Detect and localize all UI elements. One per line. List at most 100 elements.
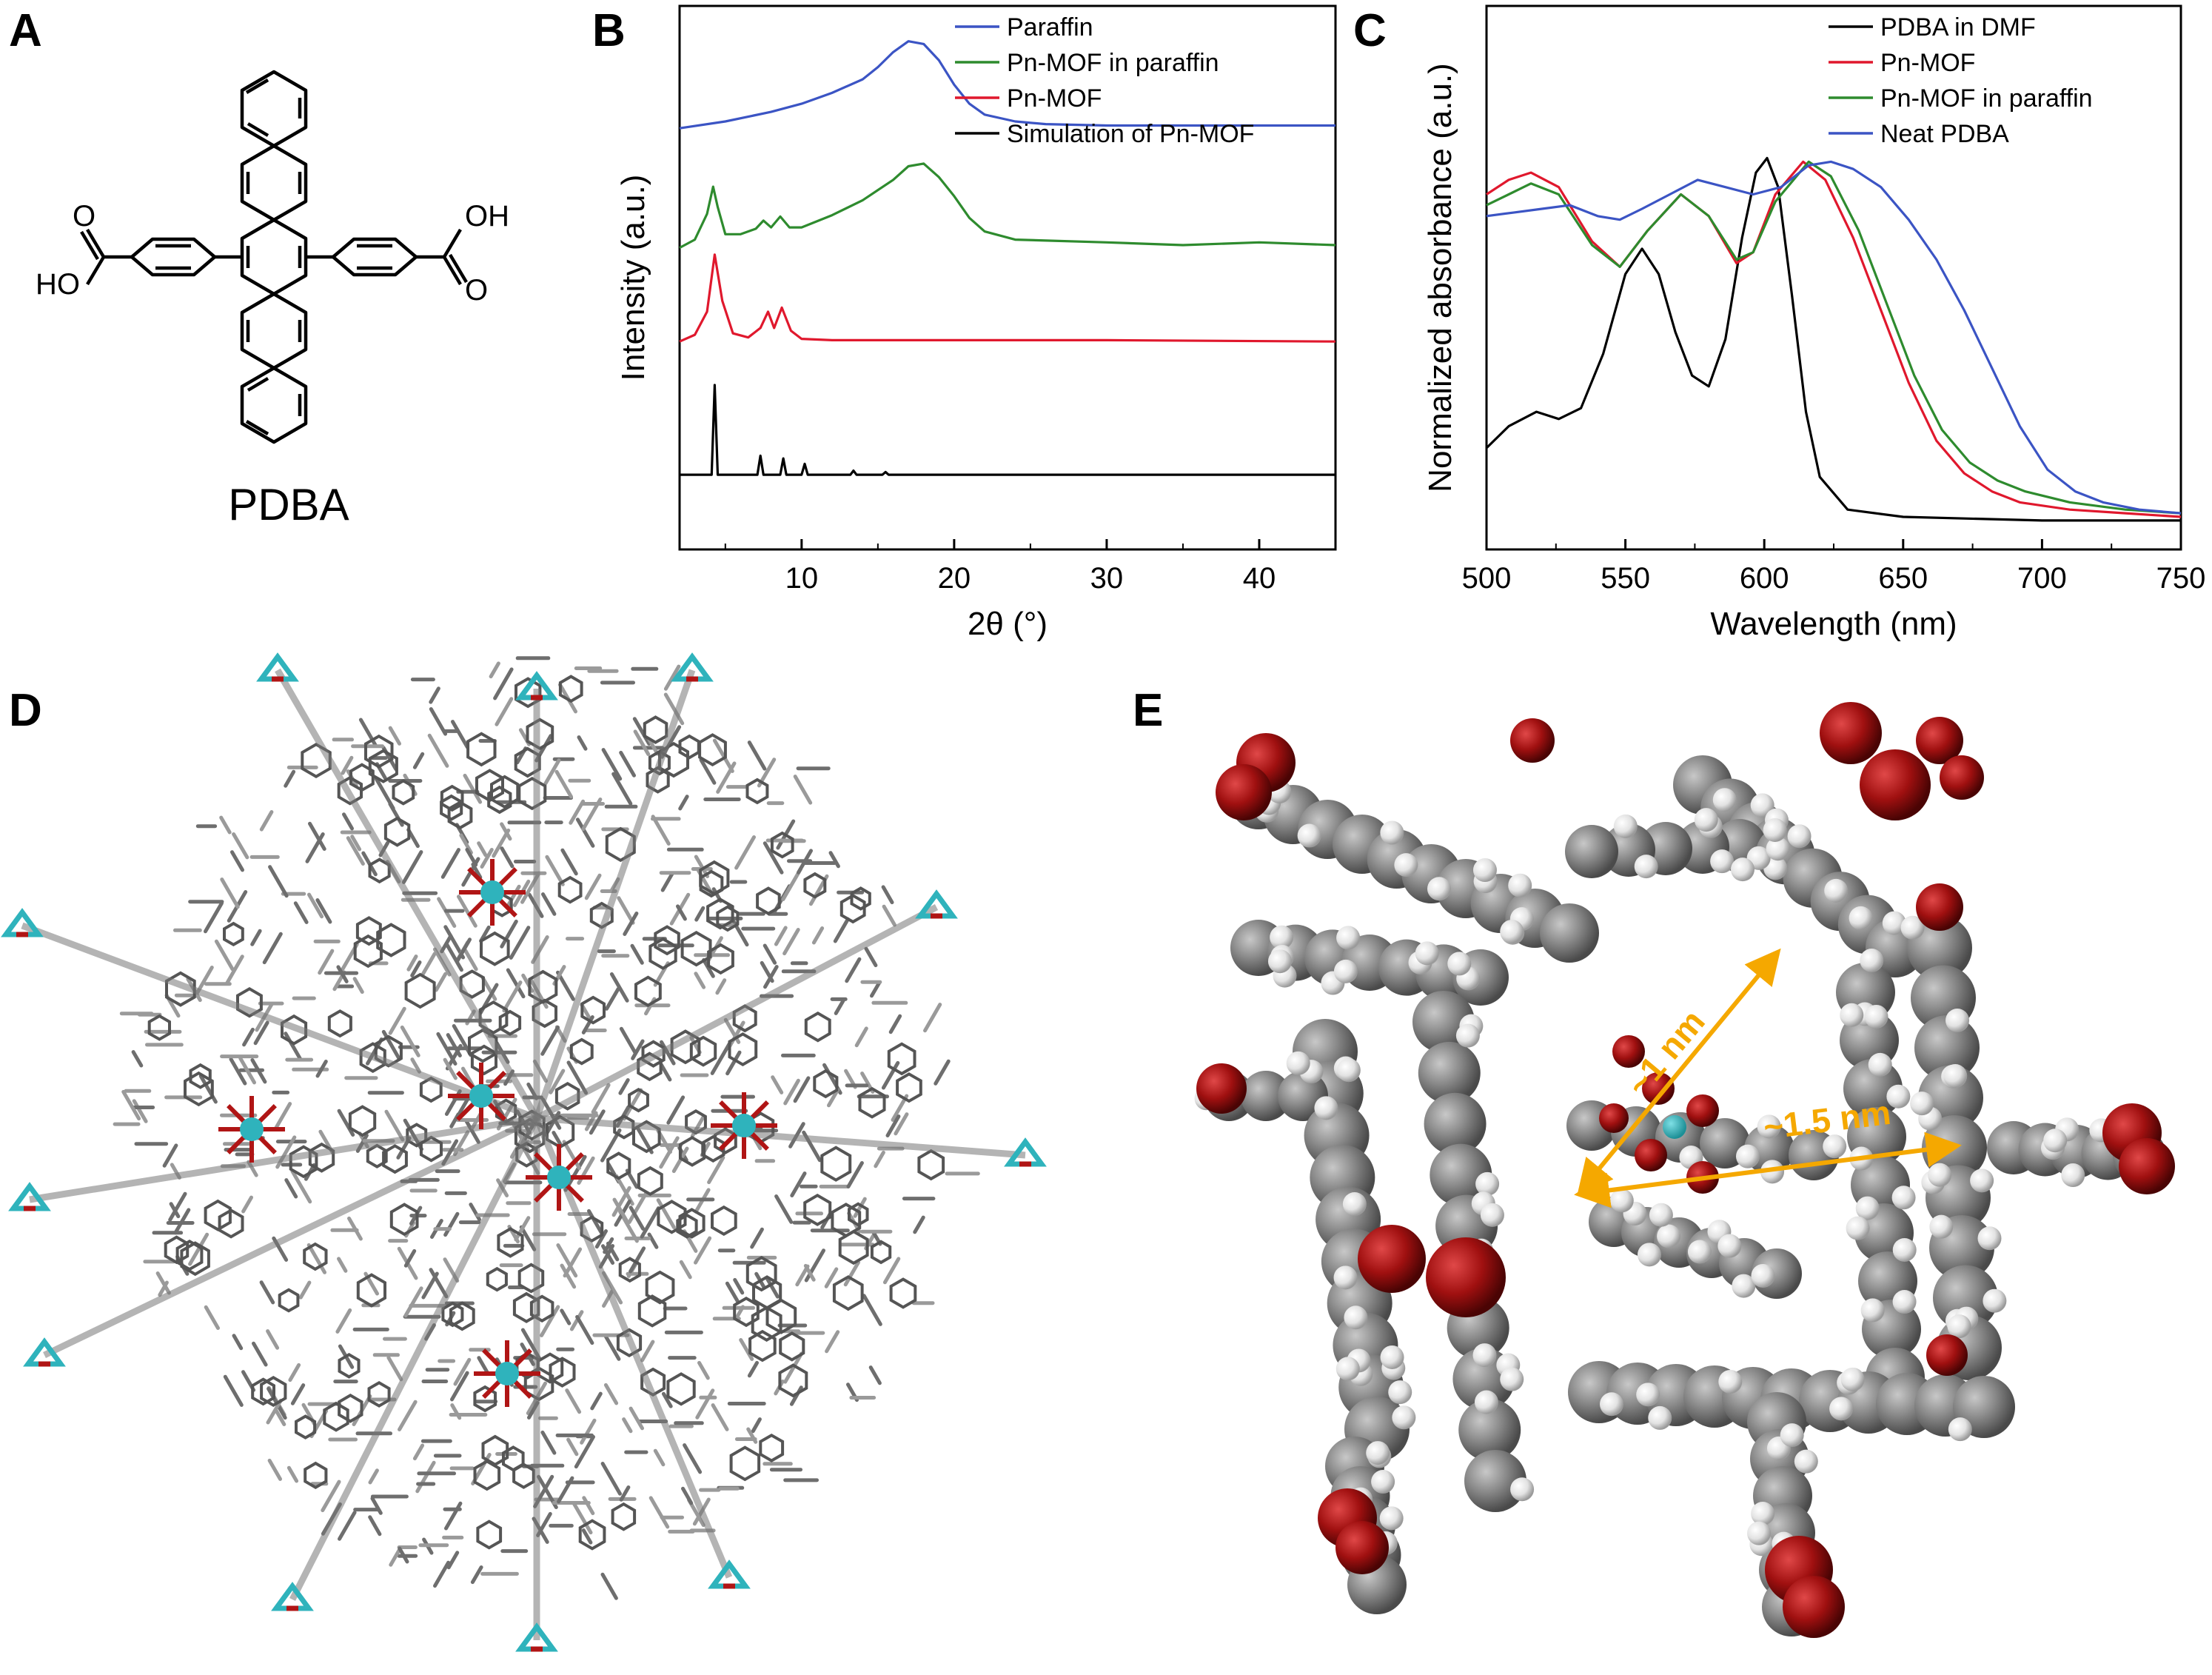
framework-bond [603, 1383, 619, 1405]
framework-bond [545, 855, 565, 886]
hydrogen-atom [1599, 1392, 1623, 1417]
hydrogen-atom [1480, 1203, 1504, 1227]
x-tick-label: 700 [2017, 562, 2067, 595]
hydrogen-atom [1694, 808, 1718, 832]
ring-bottom-1 [240, 366, 308, 444]
aromatic-ring [616, 1328, 643, 1358]
oxygen-atom [1196, 1063, 1247, 1114]
aromatic-ring [701, 1134, 725, 1163]
carbon-atom [1464, 1450, 1526, 1512]
hydrogen-atom [1710, 849, 1735, 874]
framework-bond [862, 1294, 882, 1326]
framework-bond [403, 1286, 423, 1318]
hydrogen-atom [1379, 1506, 1404, 1531]
zr-node [547, 1166, 571, 1189]
framework-bond [352, 977, 364, 994]
aromatic-ring [348, 1105, 377, 1137]
framework-bond [453, 1357, 472, 1386]
aromatic-ring [189, 1063, 212, 1089]
legend-label: PDBA in DMF [1880, 13, 2036, 41]
framework-bond [459, 833, 473, 855]
aromatic-ring [759, 1433, 785, 1462]
framework-bond [660, 872, 674, 892]
oxygen-atom [1216, 764, 1272, 820]
oxygen-atom [1426, 1237, 1506, 1317]
framework-bond [600, 1572, 618, 1600]
framework-bond [763, 841, 784, 875]
zr-node [732, 1114, 756, 1137]
framework-bond [789, 1385, 803, 1406]
hydroxyl-left-label: HO [36, 268, 80, 301]
linker-arm [43, 1114, 538, 1359]
framework-bond [651, 815, 671, 846]
framework-bond [338, 1511, 357, 1541]
hydrogen-atom [1717, 1234, 1742, 1258]
hydrogen-atom [1900, 915, 1925, 940]
aromatic-ring [689, 1035, 717, 1067]
x-tick-label: 750 [2156, 562, 2206, 595]
framework-bond [259, 1280, 275, 1305]
framework-bond [168, 1191, 187, 1222]
framework-bond [500, 822, 512, 841]
framework-bond [603, 1237, 614, 1254]
framework-bond [188, 1232, 210, 1266]
legend-label: Simulation of Pn-MOF [1007, 120, 1254, 148]
hydrogen-atom [1447, 952, 1472, 976]
hydrogen-atom [1840, 1367, 1865, 1391]
framework-bond [694, 1236, 712, 1265]
framework-bond [410, 1057, 421, 1074]
framework-bond [699, 758, 717, 785]
framework-bond [771, 1075, 784, 1094]
series-line-4 [680, 384, 1335, 476]
hydrogen-atom [1336, 926, 1361, 950]
zr-node [469, 1084, 493, 1108]
framework-bond [241, 1195, 253, 1214]
hydrogen-atom [1415, 941, 1439, 966]
aromatic-ring [729, 1445, 761, 1482]
aromatic-ring [917, 1149, 945, 1181]
framework-bond [204, 901, 224, 934]
framework-bond [619, 750, 636, 778]
framework-bond [870, 980, 882, 998]
framework-bond [711, 1403, 729, 1431]
linker-arm [533, 669, 696, 1120]
hydrogen-atom [1747, 1521, 1772, 1545]
framework-bond [506, 968, 526, 999]
aromatic-ring [678, 1208, 706, 1239]
hydrogen-atom [1474, 1390, 1498, 1414]
framework-bond [612, 1197, 629, 1224]
hydrogen-atom [1864, 1004, 1888, 1029]
aromatic-ring [751, 1305, 782, 1343]
framework-bond [783, 1078, 800, 1106]
oxygen-label: O [73, 200, 95, 233]
framework-bond [495, 697, 514, 726]
aromatic-ring [618, 1257, 641, 1283]
panel-label-c: C [1353, 5, 1387, 56]
framework-bond [750, 1227, 764, 1249]
hydrogen-atom [1342, 1191, 1367, 1216]
aromatic-ring [376, 923, 406, 957]
aromatic-ring [666, 1372, 696, 1406]
series-line-2 [679, 162, 1336, 250]
framework-bond [341, 755, 354, 775]
framework-bond [676, 904, 687, 921]
aromatic-ring [147, 1014, 171, 1041]
framework-bond [335, 1308, 352, 1334]
legend-label: Pn-MOF in paraffin [1880, 84, 2093, 113]
x-tick-label: 40 [1243, 562, 1276, 595]
framework-bond [337, 1257, 348, 1273]
series-line-4 [1486, 160, 2182, 515]
framework-bond [368, 1468, 379, 1485]
series-line-1 [679, 40, 1335, 130]
framework-bond [420, 952, 437, 977]
y-axis-label: Intensity (a.u.) [615, 175, 651, 381]
framework-bond [751, 1417, 762, 1434]
framework-bond [629, 1206, 646, 1231]
hydrogen-atom [1427, 877, 1452, 901]
framework-bond [214, 939, 235, 972]
hydrogen-atom [1270, 925, 1294, 949]
carbon-atom [1540, 903, 1599, 963]
framework-bond [843, 1260, 860, 1287]
aromatic-ring [368, 749, 398, 783]
